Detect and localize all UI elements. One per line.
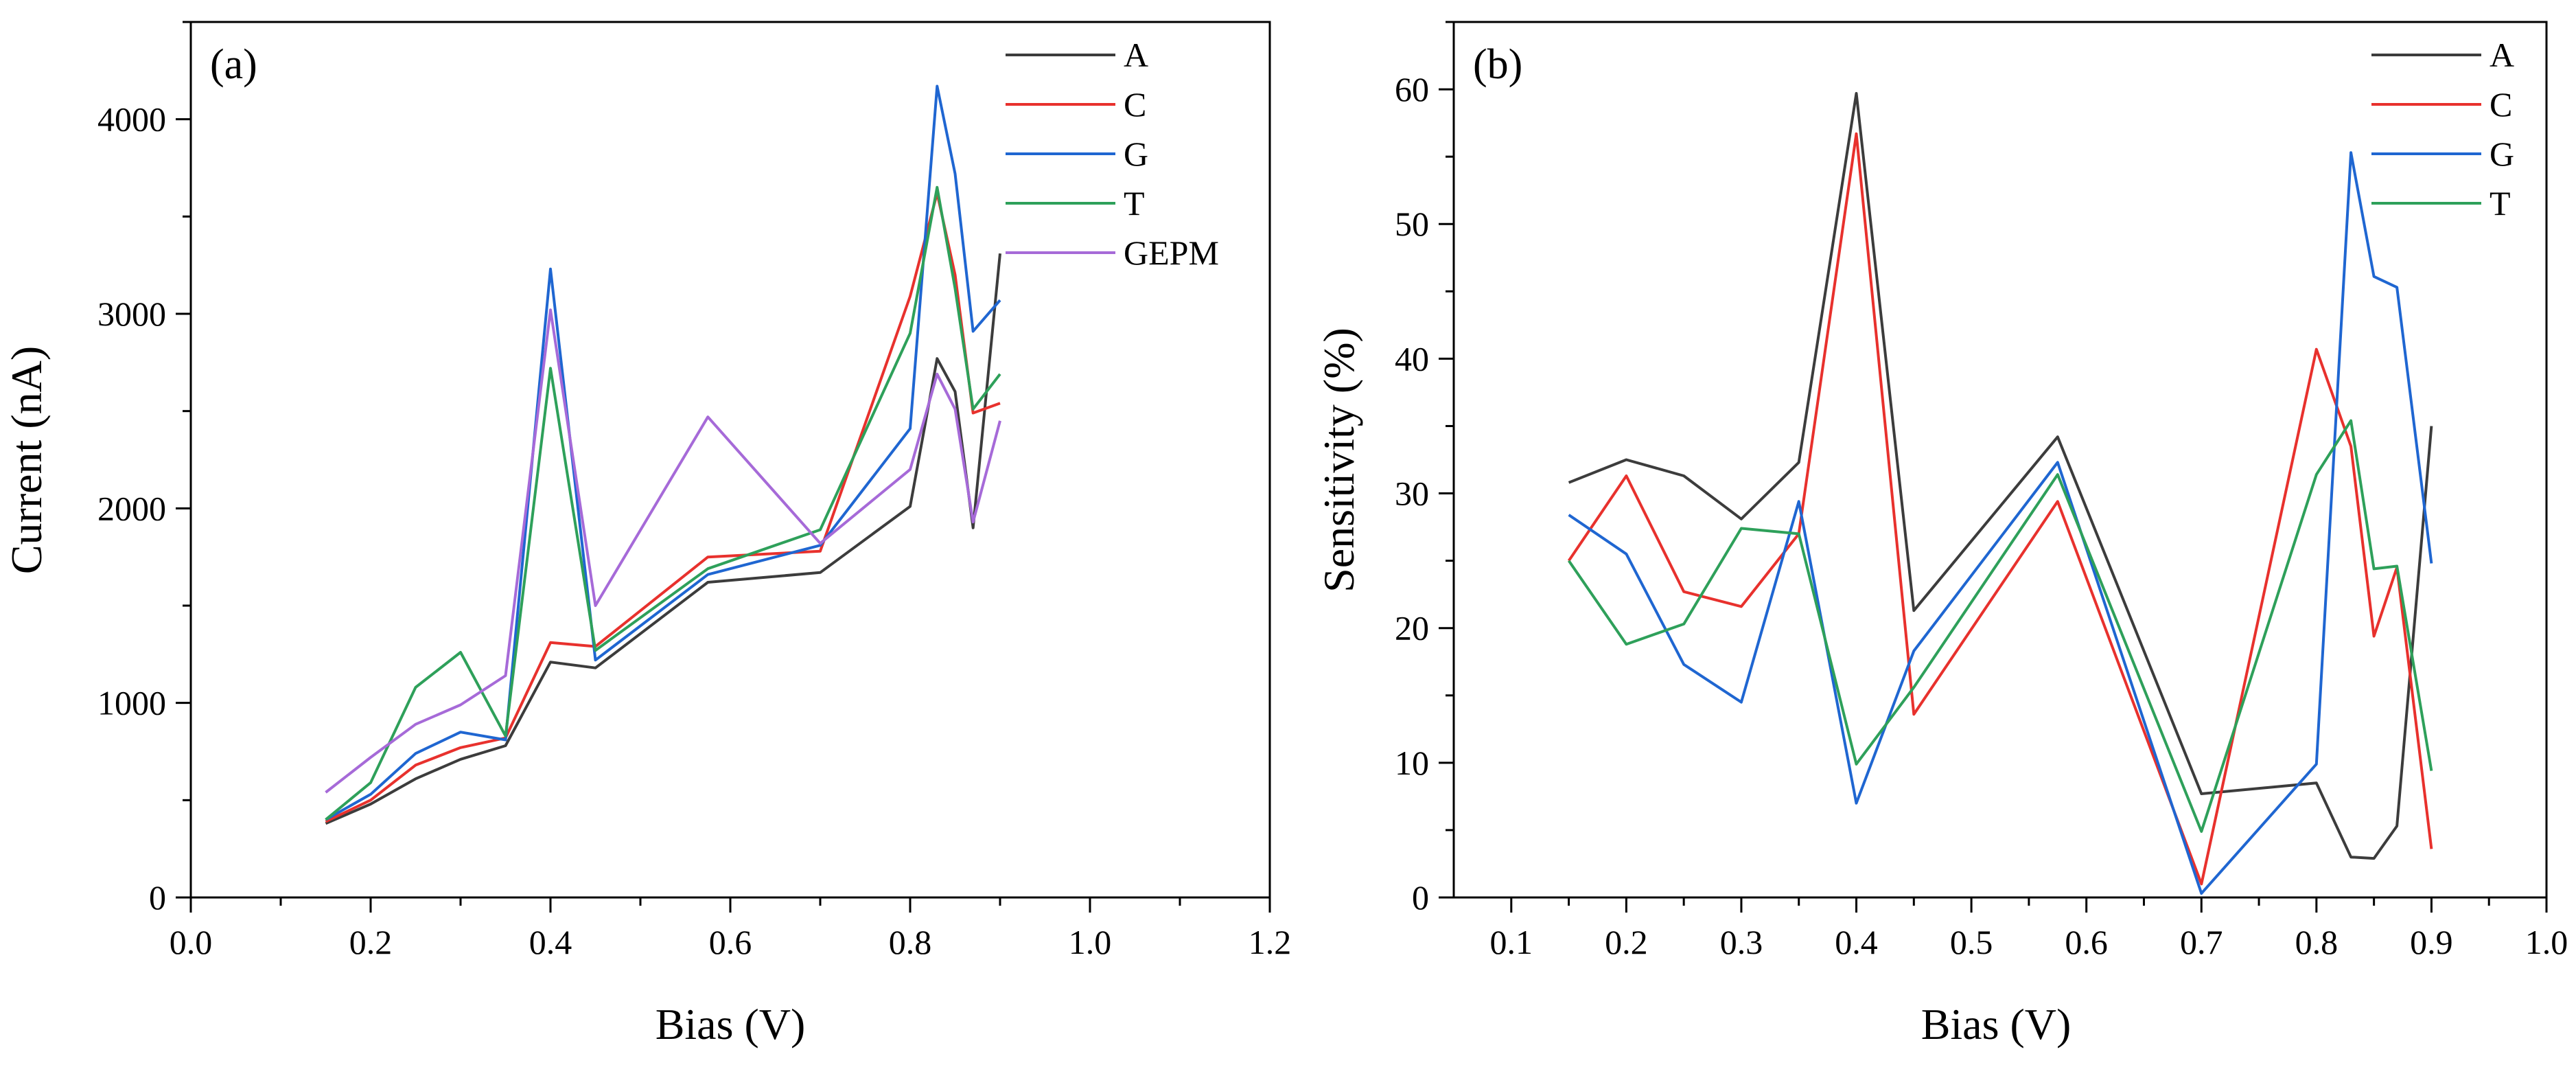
legend-label-a: A <box>1124 36 1148 74</box>
y-axis-title: Sensitivity (%) <box>1314 328 1363 593</box>
legend-label-g: G <box>1124 135 1148 173</box>
x-tick-label: 0.4 <box>1835 923 1878 961</box>
x-axis-title: Bias (V) <box>655 1000 806 1049</box>
y-tick-label: 1000 <box>97 684 166 722</box>
legend-label-t: T <box>2490 184 2511 222</box>
x-tick-label: 0.7 <box>2180 923 2223 961</box>
legend-label-g: G <box>2490 135 2514 173</box>
x-tick-label: 0.6 <box>709 923 752 961</box>
panel-b: 0.1 0.2 0.3 0.4 0.5 0.6 0.7 0.8 0.9 1.0 0 10 20 30 40 5… <box>1314 21 2568 1049</box>
x-tick-label: 0.5 <box>1950 923 1993 961</box>
series-line-t <box>325 185 1001 821</box>
plot-frame <box>1452 21 2548 899</box>
y-tick-label: 3000 <box>97 295 166 333</box>
y-tick-label: 20 <box>1395 609 1429 648</box>
x-tick-label: 0.4 <box>529 923 572 961</box>
x-tick-label: 0.2 <box>1605 923 1648 961</box>
x-tick-label: 0.2 <box>349 923 393 961</box>
y-tick-label: 0 <box>1412 878 1429 917</box>
series-line-a <box>325 253 1001 825</box>
y-tick-label: 60 <box>1395 70 1429 108</box>
series-line-t <box>1567 419 2433 833</box>
x-tick-label: 0.6 <box>2065 923 2108 961</box>
series-lines <box>325 84 1001 825</box>
series-line-a <box>1568 92 2433 860</box>
x-tick-label: 0.3 <box>1720 923 1763 961</box>
y-tick-label: 10 <box>1395 744 1429 782</box>
legend-label-gepm: GEPM <box>1124 233 1219 272</box>
x-tick-label: 0.1 <box>1490 923 1533 961</box>
y-axis-title: Current (nA) <box>2 346 51 574</box>
legend-label-a: A <box>2490 36 2514 74</box>
x-tick-label: 0.0 <box>170 923 213 961</box>
series-line-g <box>325 84 1001 821</box>
y-tick-label: 0 <box>149 878 166 917</box>
series-line-g <box>1568 151 2433 895</box>
series-line-c <box>1567 132 2433 886</box>
x-tick-label: 1.2 <box>1249 923 1292 961</box>
legend-label-t: T <box>1124 184 1145 222</box>
panel-label: (a) <box>210 41 257 88</box>
y-tick-label: 2000 <box>97 489 166 527</box>
y-tick-label: 4000 <box>97 100 166 139</box>
x-tick-label: 1.0 <box>2525 923 2568 961</box>
legend-label-c: C <box>2490 85 2512 124</box>
x-tick-label: 0.8 <box>2295 923 2339 961</box>
x-tick-label: 1.0 <box>1069 923 1112 961</box>
y-tick-label: 50 <box>1395 205 1429 243</box>
y-tick-label: 40 <box>1395 339 1429 378</box>
series-lines <box>1567 92 2433 895</box>
series-line-gepm <box>325 308 1001 794</box>
x-axis-title: Bias (V) <box>1921 1000 2072 1049</box>
x-tick-label: 0.8 <box>889 923 932 961</box>
x-tick-label: 0.9 <box>2410 923 2453 961</box>
panel-a: 0.0 0.2 0.4 0.6 0.8 1.0 1.2 0 1000 2000 3000 4000 Bi… <box>2 21 1292 1049</box>
panel-label: (b) <box>1473 41 1522 88</box>
legend-label-c: C <box>1124 85 1146 124</box>
y-tick-label: 30 <box>1395 474 1429 513</box>
series-line-c <box>325 192 1001 823</box>
